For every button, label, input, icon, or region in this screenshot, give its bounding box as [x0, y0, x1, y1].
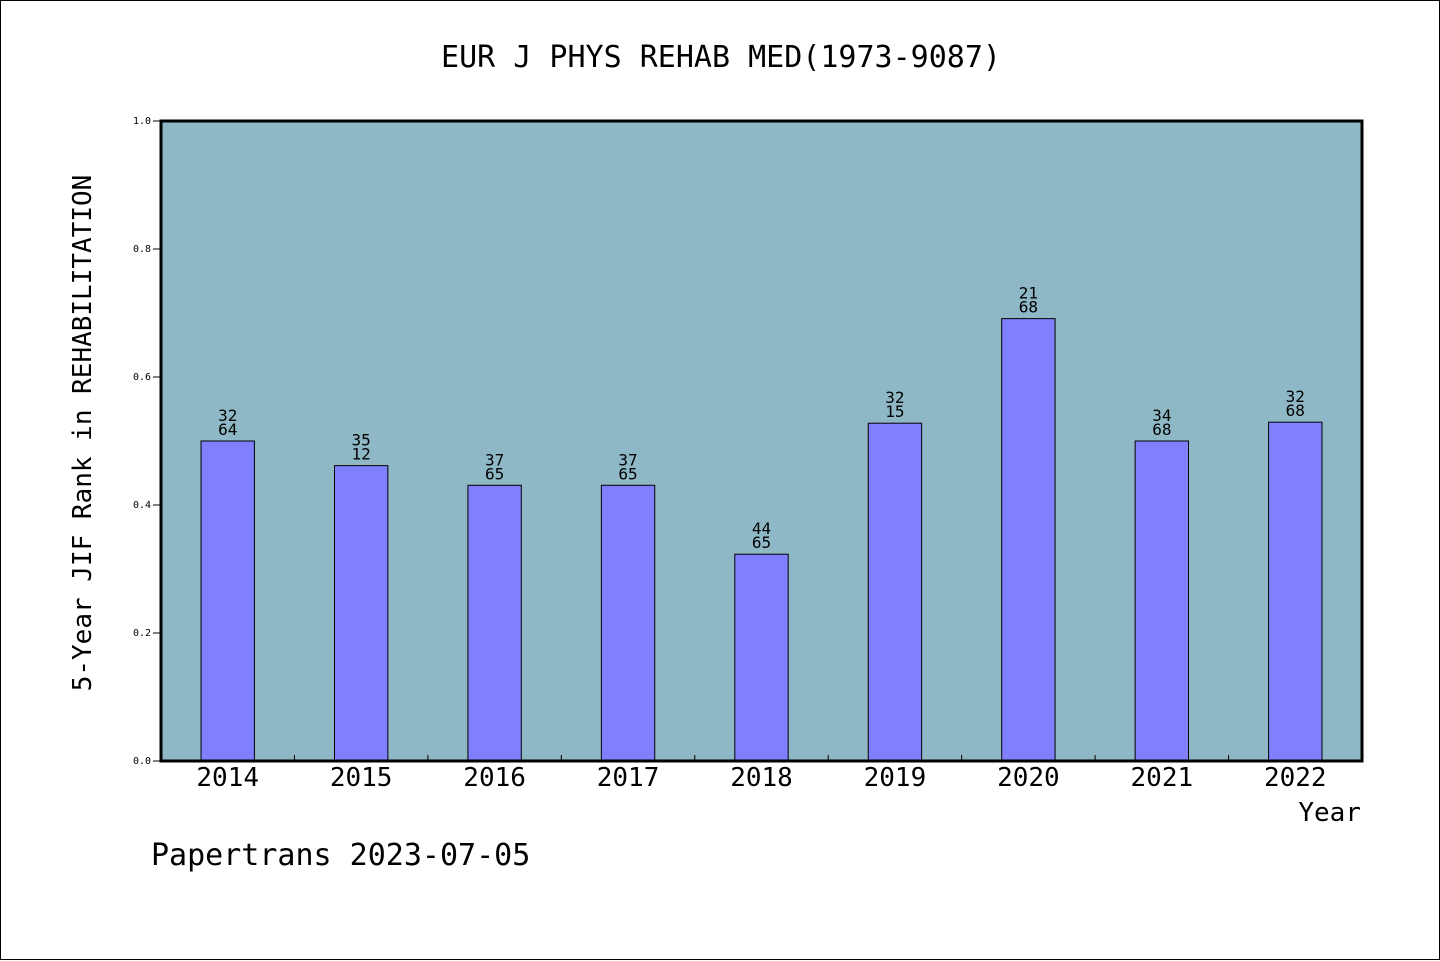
x-tick-label-2022: 2022 [1264, 763, 1327, 793]
y-axis-label: 5-Year JIF Rank in REHABILITATION [68, 175, 98, 692]
bar-2017 [600, 484, 656, 762]
x-tick-label-2020: 2020 [997, 763, 1060, 793]
y-tick-label-0.0: 0.0 [133, 756, 151, 767]
x-axis-label: Year [1298, 798, 1361, 828]
bar-label-top-2021: 34 [1152, 406, 1171, 425]
bar-label-top-2019: 32 [885, 388, 904, 407]
bar-2018 [734, 553, 789, 762]
bar-2019 [867, 422, 923, 762]
bar-label-top-2020: 21 [1019, 284, 1038, 303]
x-tick-label-2016: 2016 [463, 763, 526, 793]
y-tick-label-0.4: 0.4 [133, 500, 151, 511]
bar-label-top-2015: 35 [352, 431, 371, 450]
bar-label-bottom-2022: 68 [1286, 401, 1305, 420]
bar-2016 [467, 484, 522, 762]
bar-2022 [1268, 421, 1323, 762]
x-tick-label-2021: 2021 [1131, 763, 1194, 793]
x-tick-label-2014: 2014 [196, 763, 259, 793]
bar-2021 [1134, 440, 1190, 762]
y-tick-label-1.0: 1.0 [133, 116, 151, 127]
bar-2020 [1001, 318, 1056, 762]
bar-label-top-2014: 32 [218, 406, 237, 425]
bar-2014 [200, 440, 255, 762]
bar-label-top-2016: 37 [485, 450, 504, 469]
bar-label-bottom-2017: 65 [618, 464, 637, 483]
footer-text: Papertrans 2023-07-05 [151, 838, 530, 873]
bar-label-top-2018: 44 [752, 519, 771, 538]
x-tick-label-2017: 2017 [597, 763, 660, 793]
bar-label-bottom-2015: 12 [352, 445, 371, 464]
bar-2015 [333, 465, 389, 762]
x-tick-label-2015: 2015 [330, 763, 393, 793]
chart-title: EUR J PHYS REHAB MED(1973-9087) [441, 40, 1001, 75]
bar-label-top-2022: 32 [1286, 387, 1305, 406]
y-tick-label-0.8: 0.8 [133, 244, 151, 255]
x-tick-label-2018: 2018 [730, 763, 793, 793]
bar-label-bottom-2014: 64 [218, 420, 237, 439]
bar-label-bottom-2018: 65 [752, 533, 771, 552]
bar-label-top-2017: 37 [618, 450, 637, 469]
y-tick-label-0.2: 0.2 [133, 628, 151, 639]
bar-label-bottom-2020: 68 [1019, 298, 1038, 317]
bar-label-bottom-2019: 15 [885, 402, 904, 421]
bar-label-bottom-2021: 68 [1152, 420, 1171, 439]
bar-label-bottom-2016: 65 [485, 464, 504, 483]
x-tick-label-2019: 2019 [864, 763, 927, 793]
y-tick-label-0.6: 0.6 [133, 372, 151, 383]
plot-frame [159, 119, 1364, 763]
